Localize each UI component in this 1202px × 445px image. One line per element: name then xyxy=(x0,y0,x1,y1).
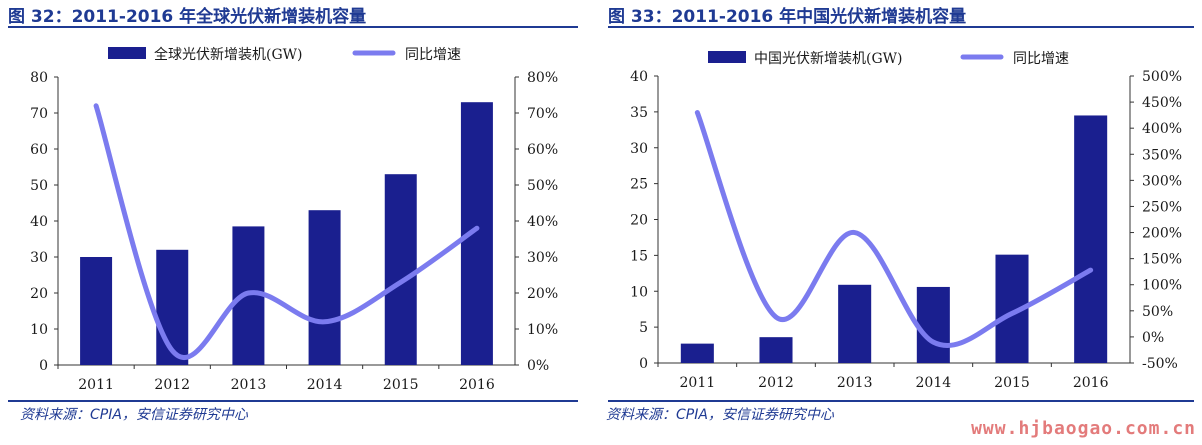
y-tick-label: 15 xyxy=(630,248,648,264)
bar xyxy=(384,174,417,365)
watermark: www.hjbaogao.com.cn xyxy=(971,418,1196,439)
bar-line-chart: 中国光伏新增装机(GW) 同比增速 0 5 10 15 20 25 30 35 40 -50% 0% 50… xyxy=(630,51,1182,391)
y-tick-label: 70 xyxy=(30,106,48,122)
y2-tick-label: 80% xyxy=(527,70,558,86)
panel-title: 图 32：2011-2016 年全球光伏新增装机容量 xyxy=(8,7,367,27)
y-tick-label: 30 xyxy=(630,141,648,157)
bar xyxy=(308,210,341,365)
growth-rate-line xyxy=(93,103,480,360)
x-tick-label: 2013 xyxy=(837,375,873,391)
y-tick-label: 30 xyxy=(30,250,48,266)
y2-tick-label: 200% xyxy=(1142,226,1182,242)
y2-tick-label: 50% xyxy=(527,178,558,194)
y2-tick-label: 100% xyxy=(1142,278,1182,294)
source-rule xyxy=(8,400,578,402)
legend-bar-label: 全球光伏新增装机(GW) xyxy=(154,46,303,63)
x-tick-label: 2012 xyxy=(758,375,794,391)
title-rule xyxy=(608,26,1194,28)
bar xyxy=(838,284,872,363)
y-tick-label: 10 xyxy=(630,284,648,300)
x-tick-label: 2011 xyxy=(680,375,716,391)
y-tick-label: 20 xyxy=(30,286,48,302)
bar xyxy=(916,286,950,363)
x-tick-label: 2015 xyxy=(383,377,419,393)
growth-rate-line xyxy=(694,110,1094,348)
x-tick-label: 2014 xyxy=(916,375,952,391)
bar xyxy=(1074,115,1108,364)
x-tick-label: 2014 xyxy=(307,377,343,393)
y2-tick-label: 250% xyxy=(1142,199,1182,215)
y2-tick-label: 50% xyxy=(1142,304,1173,320)
y-tick-label: 50 xyxy=(30,178,48,194)
x-tick-label: 2012 xyxy=(154,377,190,393)
y2-tick-label: 70% xyxy=(527,106,558,122)
source-note: 资料来源：CPIA，安信证券研究中心 xyxy=(606,407,834,423)
legend-bar-label: 中国光伏新增装机(GW) xyxy=(754,51,903,67)
x-tick-label: 2016 xyxy=(1073,375,1109,391)
bar-line-chart: 全球光伏新增装机(GW) 同比增速 0 10 20 30 40 50 60 70 80 0% 10% 20… xyxy=(30,46,558,393)
y2-tick-label: 30% xyxy=(527,250,558,266)
y2-tick-label: 150% xyxy=(1142,252,1182,268)
legend-line-label: 同比增速 xyxy=(1013,51,1069,67)
y-tick-label: 5 xyxy=(639,320,648,336)
y2-tick-label: 350% xyxy=(1142,147,1182,163)
bar xyxy=(759,337,793,363)
x-tick-label: 2016 xyxy=(459,377,495,393)
x-tick-label: 2011 xyxy=(78,377,114,393)
y2-tick-label: 450% xyxy=(1142,95,1182,111)
chart-panel-global: 图 32：2011-2016 年全球光伏新增装机容量 全球光伏新增装机(GW) 同… xyxy=(0,0,590,445)
y-tick-label: 10 xyxy=(30,322,48,338)
source-note: 资料来源：CPIA，安信证券研究中心 xyxy=(20,407,248,423)
legend-line-label: 同比增速 xyxy=(405,47,461,63)
y2-tick-label: -50% xyxy=(1142,356,1178,372)
x-tick-label: 2015 xyxy=(994,375,1030,391)
y2-tick-label: 0% xyxy=(1142,330,1164,346)
y-tick-label: 40 xyxy=(630,69,648,85)
y2-tick-label: 40% xyxy=(527,214,558,230)
y-tick-label: 20 xyxy=(630,213,648,229)
x-tick-label: 2013 xyxy=(231,377,267,393)
panel-title: 图 33：2011-2016 年中国光伏新增装机容量 xyxy=(608,7,967,27)
bar xyxy=(680,343,714,363)
title-rule xyxy=(8,26,578,28)
y-tick-label: 35 xyxy=(630,105,648,121)
y-tick-label: 40 xyxy=(30,214,48,230)
y2-tick-label: 500% xyxy=(1142,69,1182,85)
y-tick-label: 0 xyxy=(639,356,648,372)
y-tick-label: 25 xyxy=(630,177,648,193)
y-tick-label: 60 xyxy=(30,142,48,158)
chart-panel-china: 图 33：2011-2016 年中国光伏新增装机容量 中国光伏新增装机(GW) 同… xyxy=(600,0,1202,445)
y-tick-label: 0 xyxy=(39,358,48,374)
bar xyxy=(80,257,113,365)
y2-tick-label: 10% xyxy=(527,322,558,338)
source-rule xyxy=(608,400,1194,402)
legend-bar-swatch xyxy=(708,51,746,63)
bar xyxy=(156,249,189,365)
y2-tick-label: 20% xyxy=(527,286,558,302)
legend-bar-swatch xyxy=(108,47,146,59)
y2-tick-label: 60% xyxy=(527,142,558,158)
y2-tick-label: 400% xyxy=(1142,121,1182,137)
y2-tick-label: 300% xyxy=(1142,173,1182,189)
y2-tick-label: 0% xyxy=(527,358,549,374)
y-tick-label: 80 xyxy=(30,70,48,86)
